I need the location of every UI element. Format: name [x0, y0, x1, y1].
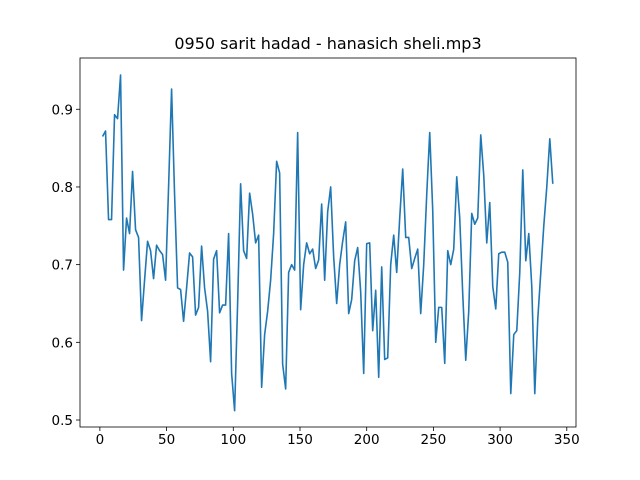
x-tick-label: 150 — [287, 432, 313, 448]
x-tick-label: 300 — [487, 432, 513, 448]
y-tick-label: 0.6 — [52, 335, 73, 351]
x-tick-label: 200 — [354, 432, 380, 448]
chart-title: 0950 sarit hadad - hanasich sheli.mp3 — [174, 34, 481, 53]
x-tick-label: 0 — [96, 432, 105, 448]
y-tick-label: 0.5 — [52, 413, 73, 429]
x-tick-label: 100 — [220, 432, 246, 448]
axes-frame — [79, 57, 577, 428]
data-line — [101, 74, 554, 412]
x-tick-label: 50 — [158, 432, 175, 448]
x-tick-label: 350 — [554, 432, 580, 448]
x-tick-label: 250 — [420, 432, 446, 448]
y-tick-label: 0.7 — [52, 258, 73, 274]
y-tick-label: 0.8 — [52, 180, 73, 196]
y-tick-label: 0.9 — [52, 102, 73, 118]
